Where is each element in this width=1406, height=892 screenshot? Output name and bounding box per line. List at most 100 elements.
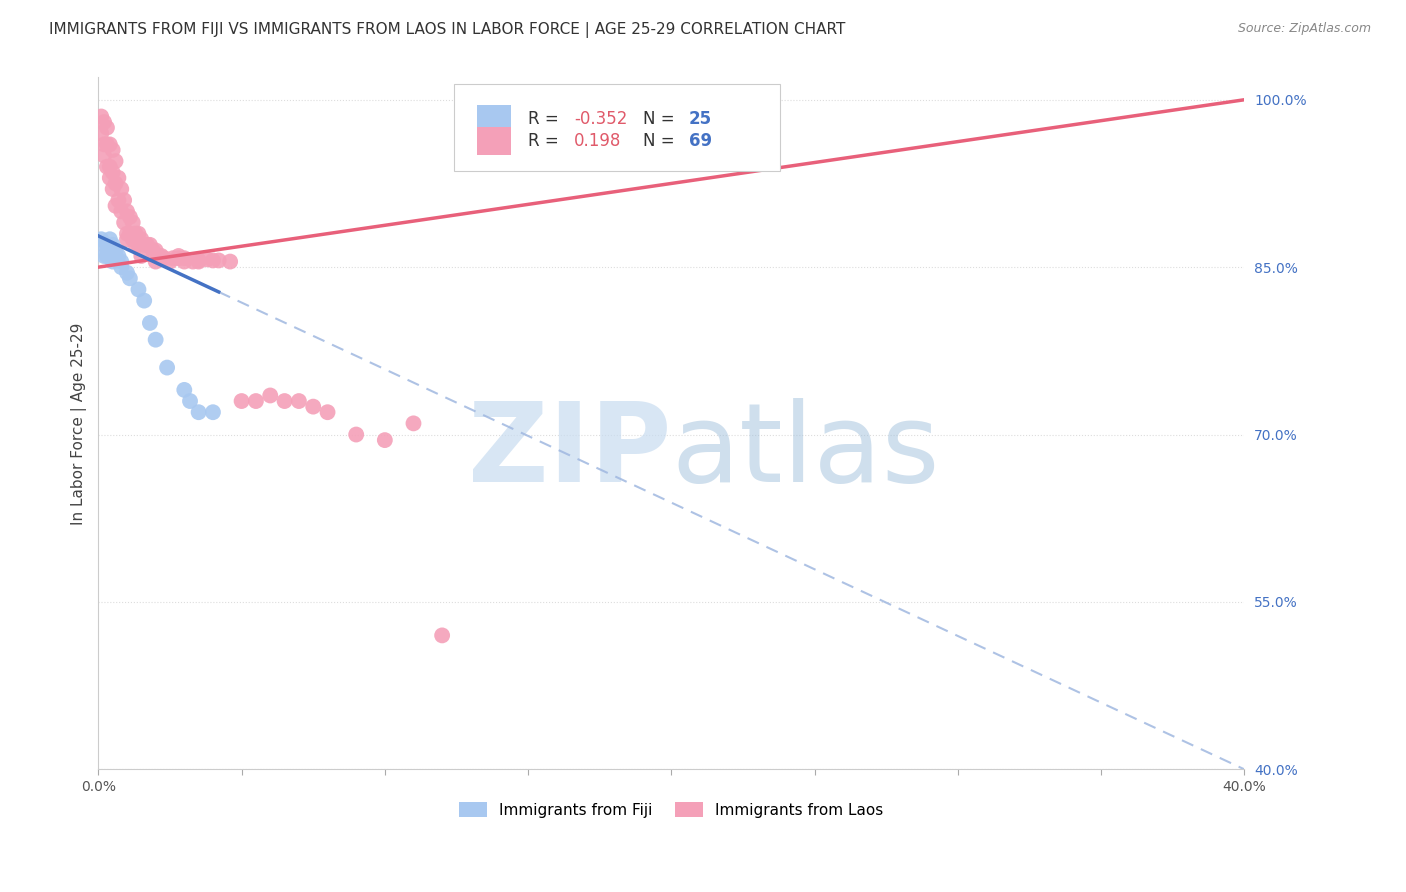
Point	[173, 251, 195, 265]
Point	[145, 254, 167, 268]
Text: R =: R =	[529, 132, 569, 150]
Point	[187, 253, 209, 268]
Point	[98, 232, 121, 246]
Point	[136, 237, 159, 252]
Text: ZIP: ZIP	[468, 398, 671, 505]
Point	[115, 204, 138, 219]
Point	[90, 110, 112, 124]
Point	[127, 283, 149, 297]
Point	[288, 394, 311, 409]
Text: R =: R =	[529, 110, 564, 128]
Point	[430, 628, 453, 642]
Legend: Immigrants from Fiji, Immigrants from Laos: Immigrants from Fiji, Immigrants from La…	[453, 796, 890, 824]
Point	[96, 137, 118, 152]
Point	[98, 137, 121, 152]
Point	[93, 148, 115, 162]
Point	[93, 249, 115, 263]
Point	[402, 417, 425, 431]
Point	[173, 383, 195, 397]
Point	[179, 394, 201, 409]
Point	[112, 215, 135, 229]
Point	[118, 210, 141, 224]
Point	[96, 237, 118, 252]
Point	[98, 170, 121, 185]
Point	[187, 254, 209, 268]
Point	[110, 254, 132, 268]
Point	[139, 237, 162, 252]
Point	[101, 165, 124, 179]
Point	[374, 433, 396, 447]
Point	[101, 254, 124, 268]
Point	[93, 237, 115, 252]
Point	[118, 227, 141, 241]
Text: 25: 25	[689, 110, 711, 128]
Text: 0.198: 0.198	[574, 132, 621, 150]
Point	[104, 154, 127, 169]
Point	[201, 253, 224, 268]
Point	[273, 394, 295, 409]
Point	[115, 227, 138, 241]
Point	[115, 266, 138, 280]
Point	[104, 249, 127, 263]
Point	[316, 405, 339, 419]
Text: 69: 69	[689, 132, 711, 150]
Point	[121, 232, 143, 246]
Point	[98, 244, 121, 258]
Text: IMMIGRANTS FROM FIJI VS IMMIGRANTS FROM LAOS IN LABOR FORCE | AGE 25-29 CORRELAT: IMMIGRANTS FROM FIJI VS IMMIGRANTS FROM …	[49, 22, 845, 38]
Point	[96, 160, 118, 174]
Point	[156, 360, 179, 375]
Point	[201, 405, 224, 419]
Point	[145, 333, 167, 347]
Point	[98, 160, 121, 174]
Point	[195, 252, 218, 267]
Text: -0.352: -0.352	[574, 110, 627, 128]
Point	[167, 251, 190, 265]
Point	[107, 170, 129, 185]
Point	[101, 182, 124, 196]
Point	[131, 249, 153, 263]
FancyBboxPatch shape	[477, 105, 510, 133]
Point	[181, 254, 204, 268]
Point	[150, 249, 173, 263]
Point	[124, 227, 146, 241]
Point	[107, 249, 129, 263]
Point	[173, 254, 195, 268]
Point	[93, 137, 115, 152]
Text: atlas: atlas	[671, 398, 939, 505]
Text: Source: ZipAtlas.com: Source: ZipAtlas.com	[1237, 22, 1371, 36]
Point	[245, 394, 267, 409]
Point	[104, 177, 127, 191]
Text: N =: N =	[643, 132, 679, 150]
Point	[104, 199, 127, 213]
Point	[127, 227, 149, 241]
Point	[208, 253, 231, 268]
Point	[219, 254, 242, 268]
Point	[96, 249, 118, 263]
Point	[90, 126, 112, 140]
Point	[101, 143, 124, 157]
Point	[134, 237, 156, 252]
Point	[90, 232, 112, 246]
Point	[139, 316, 162, 330]
Point	[112, 193, 135, 207]
Text: N =: N =	[643, 110, 679, 128]
Point	[110, 182, 132, 196]
FancyBboxPatch shape	[454, 85, 780, 171]
Point	[107, 193, 129, 207]
Point	[231, 394, 253, 409]
Point	[167, 249, 190, 263]
Point	[162, 251, 184, 265]
Point	[302, 400, 325, 414]
Point	[121, 215, 143, 229]
Point	[110, 204, 132, 219]
Point	[259, 388, 281, 402]
Point	[131, 232, 153, 246]
Point	[134, 293, 156, 308]
Point	[153, 251, 176, 265]
Point	[104, 244, 127, 258]
Point	[124, 237, 146, 252]
Point	[159, 254, 181, 268]
Point	[127, 237, 149, 252]
Point	[93, 115, 115, 129]
FancyBboxPatch shape	[477, 128, 510, 155]
